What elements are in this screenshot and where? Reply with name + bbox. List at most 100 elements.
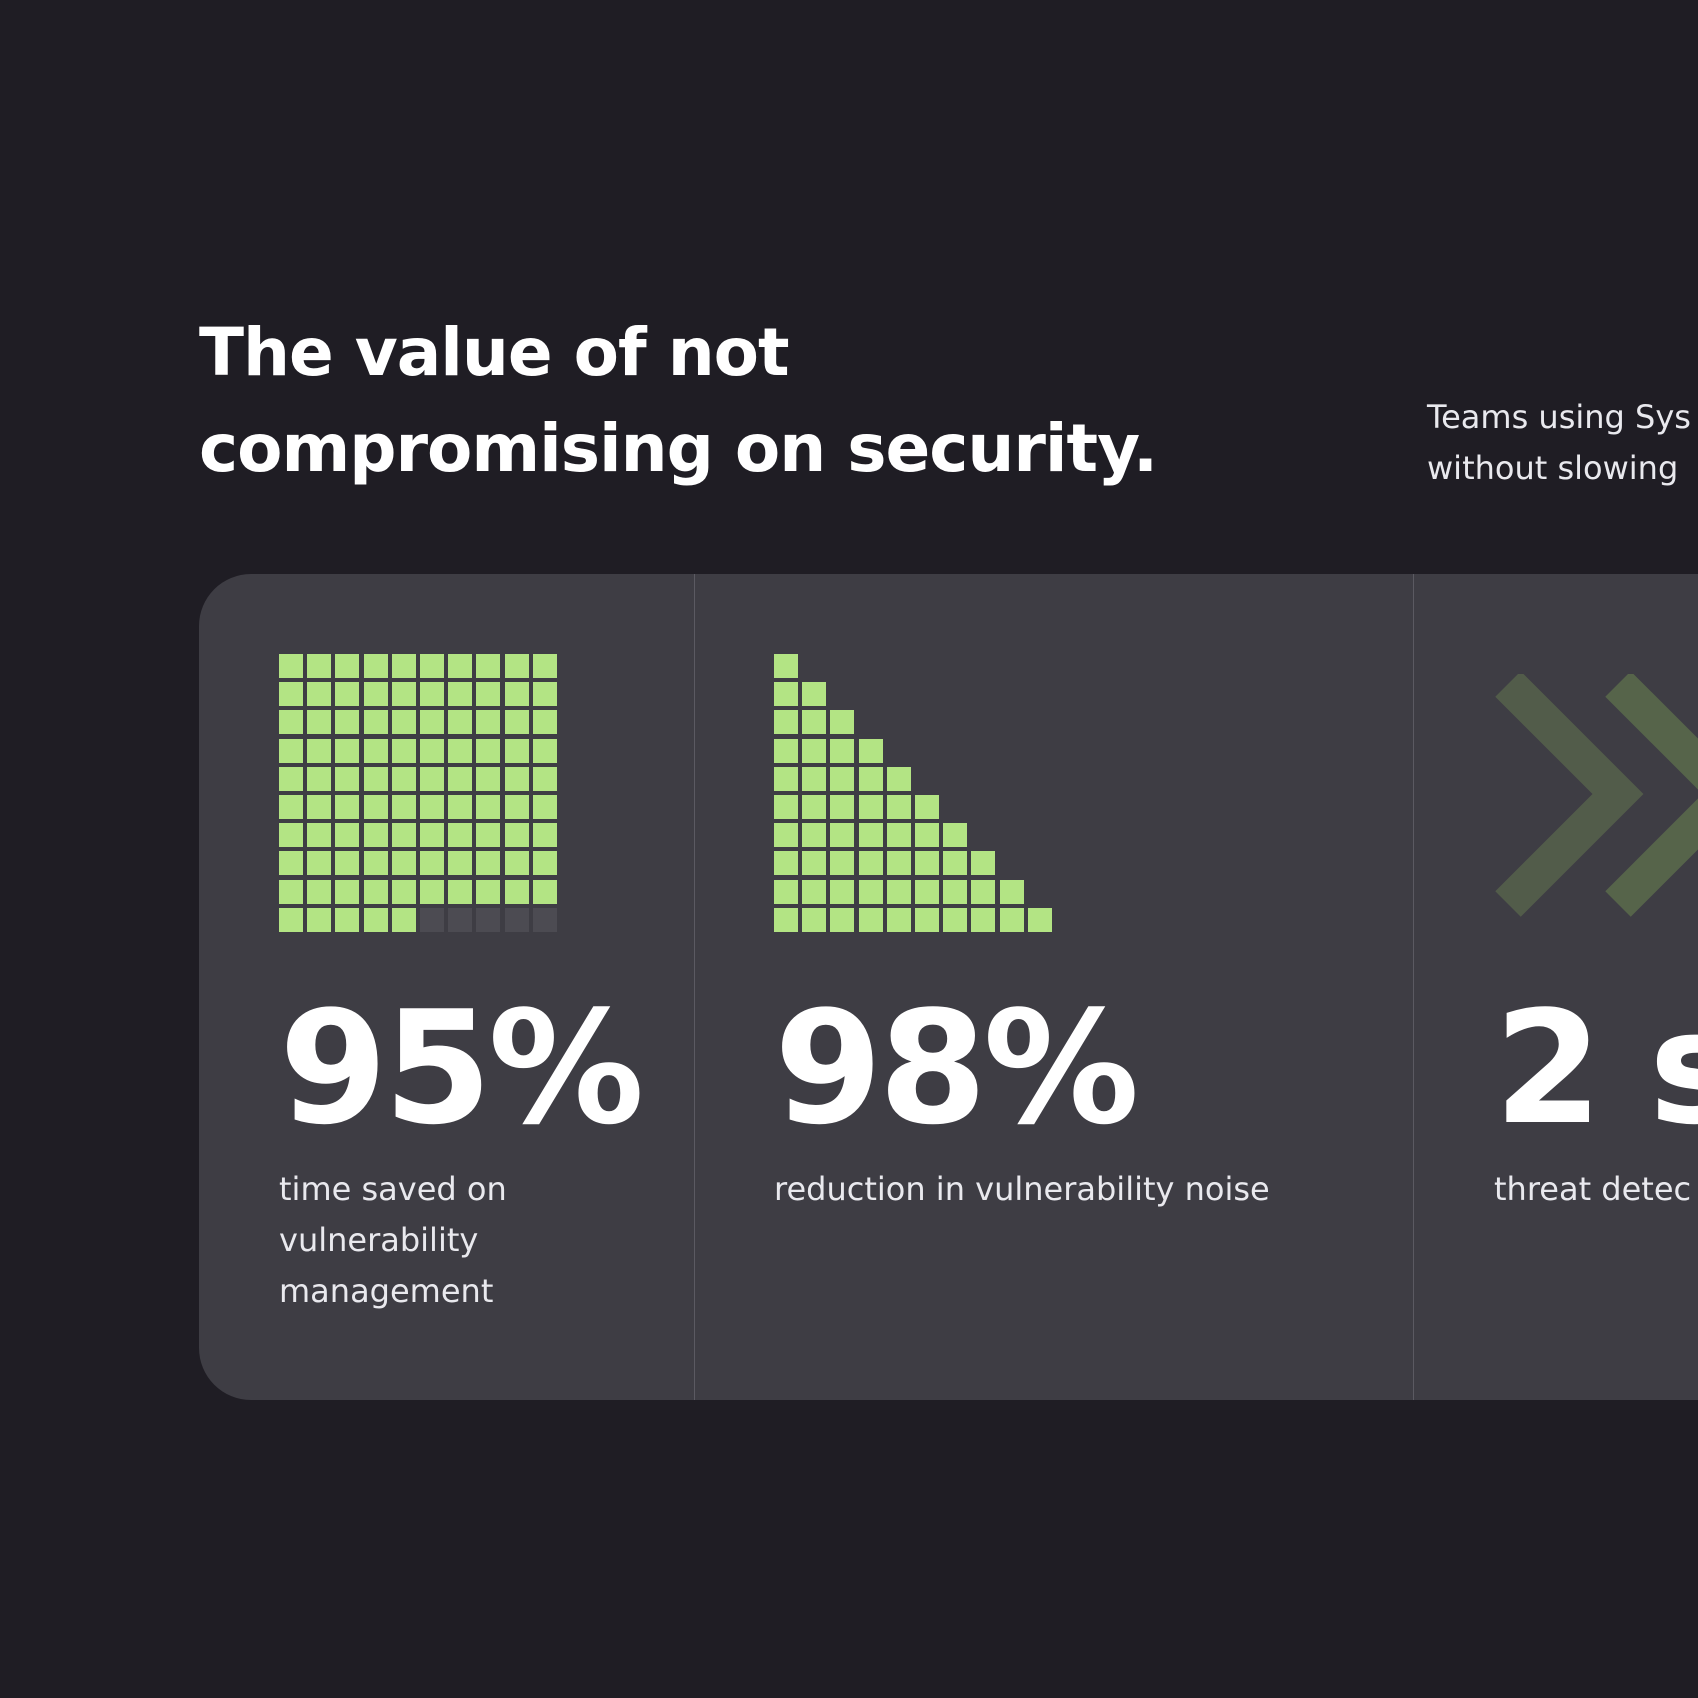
grid-cell-blank	[1028, 682, 1052, 706]
grid-cell-filled	[279, 766, 303, 791]
stat-card-threat-detection: 2 s threat detec	[1414, 574, 1698, 1400]
grid-cell-blank	[859, 654, 883, 678]
grid-cell-filled	[307, 738, 332, 763]
grid-cell-blank	[943, 739, 967, 763]
grid-cell-filled	[532, 766, 557, 791]
grid-cell-blank	[971, 767, 995, 791]
grid-cell-filled	[363, 851, 388, 876]
grid-cell-filled	[802, 823, 827, 848]
grid-cell-filled	[335, 682, 360, 707]
grid-cell-filled	[830, 766, 855, 791]
grid-cell-filled	[335, 851, 360, 876]
grid-cell-blank	[915, 767, 939, 791]
grid-cell-filled	[419, 794, 444, 819]
stat-value: 2 s	[1494, 977, 1698, 1159]
grid-cell-filled	[774, 794, 798, 819]
grid-cell-filled	[307, 654, 332, 678]
stat-label: time saved on vulnerability management	[279, 1164, 507, 1317]
grid-cell-filled	[830, 879, 855, 904]
grid-cell-filled	[279, 654, 303, 678]
grid-cell-filled	[774, 823, 798, 848]
grid-cell-filled	[476, 851, 501, 876]
grid-cell-filled	[476, 766, 501, 791]
grid-cell-filled	[532, 879, 557, 904]
intro-line-1: Teams using Sys	[1427, 398, 1691, 436]
square-grid-figure	[279, 654, 557, 932]
stat-value: 98%	[774, 977, 1139, 1159]
stat-label: reduction in vulnerability noise	[774, 1164, 1270, 1215]
grid-cell-filled	[279, 794, 303, 819]
grid-cell-filled	[532, 738, 557, 763]
grid-cell-filled	[504, 738, 529, 763]
grid-cell-filled	[307, 710, 332, 735]
grid-cell-blank	[859, 682, 883, 706]
grid-cell-filled	[830, 710, 855, 735]
grid-cell-filled	[476, 794, 501, 819]
grid-cell-filled	[886, 851, 911, 876]
grid-cell-blank	[971, 682, 995, 706]
grid-cell-blank	[971, 823, 995, 847]
grid-cell-blank	[1028, 710, 1052, 734]
grid-cell-filled	[943, 907, 968, 932]
grid-cell-filled	[830, 794, 855, 819]
grid-cell-filled	[858, 794, 883, 819]
grid-cell-filled	[504, 823, 529, 848]
grid-cell-filled	[774, 907, 798, 932]
grid-cell-blank	[1028, 767, 1052, 791]
grid-cell-filled	[363, 823, 388, 848]
grid-cell-filled	[307, 682, 332, 707]
grid-cell-blank	[971, 654, 995, 678]
grid-cell-filled	[419, 879, 444, 904]
grid-cell-filled	[363, 710, 388, 735]
grid-cell-blank	[1028, 851, 1052, 875]
grid-cell-blank	[1028, 880, 1052, 904]
grid-cell-filled	[914, 851, 939, 876]
grid-cell-filled	[914, 794, 939, 819]
grid-cell-filled	[476, 823, 501, 848]
grid-cell-filled	[391, 654, 416, 678]
grid-cell-filled	[391, 794, 416, 819]
grid-cell-filled	[830, 823, 855, 848]
grid-cell-filled	[476, 682, 501, 707]
grid-cell-filled	[307, 851, 332, 876]
staircase-grid-figure	[774, 654, 1052, 932]
stat-card-noise-reduction: 98% reduction in vulnerability noise	[695, 574, 1413, 1400]
grid-cell-filled	[858, 766, 883, 791]
stat-label-line: threat detec	[1494, 1170, 1692, 1208]
grid-cell-filled	[858, 823, 883, 848]
grid-cell-blank	[830, 682, 854, 706]
grid-cell-filled	[971, 907, 996, 932]
grid-cell-filled	[802, 710, 827, 735]
grid-cell-filled	[886, 907, 911, 932]
grid-cell-filled	[279, 682, 303, 707]
grid-cell-blank	[1000, 710, 1024, 734]
grid-cell-filled	[363, 654, 388, 678]
grid-cell-filled	[448, 682, 473, 707]
grid-cell-blank	[1000, 739, 1024, 763]
grid-cell-filled	[448, 710, 473, 735]
grid-cell-filled	[279, 879, 303, 904]
grid-cell-filled	[802, 907, 827, 932]
grid-cell-filled	[999, 879, 1024, 904]
chevron-right-icon	[1495, 674, 1698, 917]
grid-cell-filled	[476, 738, 501, 763]
grid-cell-filled	[886, 766, 911, 791]
grid-cell-filled	[504, 794, 529, 819]
grid-cell-filled	[774, 682, 798, 707]
grid-cell-filled	[307, 907, 332, 932]
grid-cell-filled	[532, 654, 557, 678]
grid-cell-filled	[279, 907, 303, 932]
grid-cell-filled	[914, 907, 939, 932]
grid-cell-blank	[1000, 654, 1024, 678]
grid-cell-blank	[1028, 654, 1052, 678]
grid-cell-filled	[476, 879, 501, 904]
card-divider	[1413, 574, 1414, 1400]
grid-cell-filled	[279, 738, 303, 763]
grid-cell-empty	[419, 907, 444, 932]
grid-cell-filled	[999, 907, 1024, 932]
grid-cell-filled	[335, 907, 360, 932]
grid-cell-filled	[476, 710, 501, 735]
card-divider	[694, 574, 695, 1400]
grid-cell-filled	[307, 823, 332, 848]
grid-cell-filled	[419, 710, 444, 735]
